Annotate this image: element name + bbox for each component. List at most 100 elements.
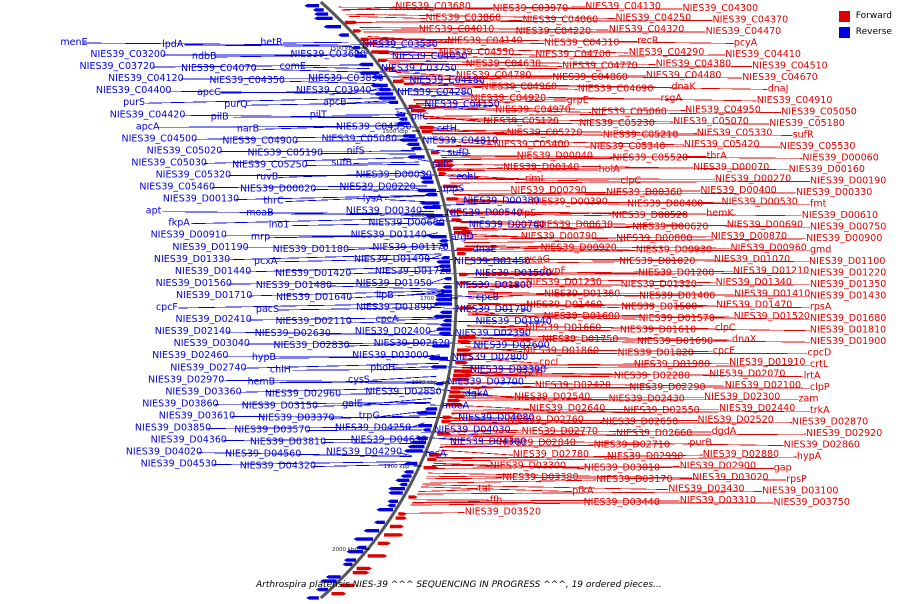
forward-gene-label[interactable]: NIES39_D02540 [514, 392, 590, 403]
reverse-gene-label[interactable]: NIES39_C05190 [247, 147, 323, 158]
reverse-gene-label[interactable]: NIES39_D04030 [434, 424, 510, 435]
reverse-gene-label[interactable]: nifS [347, 145, 365, 156]
forward-gene-label[interactable]: NIES39_D02780 [513, 449, 589, 460]
forward-gene-label[interactable]: NIES39_C05050 [781, 106, 857, 117]
reverse-gene-label[interactable]: NIES39_C03200 [90, 49, 166, 60]
forward-gene-label[interactable]: NIES39_C04970 [495, 104, 571, 115]
forward-gene-label[interactable]: sufR [793, 129, 814, 140]
forward-gene-label[interactable]: NIES39_D00800 [616, 233, 692, 244]
forward-gene-label[interactable]: NIES39_D03380 [502, 472, 578, 483]
forward-gene-label[interactable]: gap [774, 463, 792, 474]
forward-gene-label[interactable]: NIES39_C04220 [516, 26, 592, 37]
forward-gene-label[interactable]: NIES39_D01360 [544, 288, 620, 299]
forward-gene-label[interactable]: gmd [810, 244, 831, 255]
reverse-gene-label[interactable]: NIES39_C04280 [397, 87, 473, 98]
forward-gene-label[interactable]: NIES39_D03170 [596, 474, 672, 485]
forward-gene-label[interactable]: cpcD [807, 348, 831, 359]
reverse-gene-label[interactable]: NIES39_D01890 [356, 302, 432, 313]
reverse-gene-label[interactable]: NIES39_D00380 [463, 196, 539, 207]
reverse-gene-label[interactable]: cobL [456, 172, 479, 183]
forward-gene-label[interactable]: NIES39_D00480 [627, 198, 703, 209]
forward-gene-label[interactable]: NIES39_C04670 [742, 72, 818, 83]
reverse-gene-label[interactable]: hypB [252, 352, 276, 363]
forward-gene-label[interactable]: NIES39_C05060 [591, 106, 667, 117]
forward-gene-label[interactable]: rsgA [661, 93, 683, 104]
reverse-gene-label[interactable]: fkpA [168, 218, 190, 229]
reverse-gene-label[interactable]: NIES39_C04330 [336, 121, 412, 132]
forward-gene-label[interactable]: NIES39_D01860 [523, 346, 599, 357]
reverse-gene-label[interactable]: ino1 [269, 220, 290, 231]
reverse-gene-label[interactable]: NIES39_C04810 [422, 135, 498, 146]
forward-gene-label[interactable]: NIES39_D01070 [714, 254, 790, 265]
forward-gene-label[interactable]: NIES39_C04690 [578, 83, 654, 94]
forward-gene-label[interactable]: trkA [810, 405, 830, 416]
reverse-gene-label[interactable]: sufC [432, 159, 453, 170]
forward-gene-label[interactable]: NIES39_D01900 [810, 336, 886, 347]
forward-gene-label[interactable]: NIES39_D00530 [722, 196, 798, 207]
forward-gene-label[interactable]: NIES39_C05400 [494, 139, 570, 150]
reverse-gene-label[interactable]: moaB [246, 208, 273, 219]
reverse-gene-label[interactable]: cpcA [376, 314, 399, 325]
forward-gene-label[interactable]: NIES39_C04960 [481, 81, 557, 92]
reverse-gene-label[interactable]: NIES39_D02620 [374, 338, 450, 349]
reverse-gene-label[interactable]: narB [237, 123, 259, 134]
reverse-gene-label[interactable]: NIES39_C05020 [147, 145, 223, 156]
forward-gene-label[interactable]: NIES39_D03520 [465, 507, 541, 518]
reverse-gene-label[interactable]: NIES39_D02140 [155, 326, 231, 337]
forward-gene-label[interactable]: NIES39_C04920 [471, 93, 547, 104]
reverse-gene-label[interactable]: comE [280, 61, 306, 72]
reverse-gene-label[interactable]: apcB [323, 97, 347, 108]
reverse-gene-label[interactable]: NIES39_D02400 [355, 326, 431, 337]
reverse-gene-label[interactable]: cpcB [476, 292, 499, 303]
forward-gene-label[interactable]: NIES39_D00060 [802, 152, 878, 163]
reverse-gene-label[interactable]: ruvB [256, 172, 278, 183]
forward-gene-label[interactable]: NIES39_D02070 [709, 369, 785, 380]
reverse-gene-label[interactable]: NIES39_D02970 [148, 374, 224, 385]
forward-gene-label[interactable]: clpS [516, 208, 536, 219]
reverse-gene-label[interactable]: sufD [447, 147, 469, 158]
forward-gene-label[interactable]: NIES39_D01570 [639, 313, 715, 324]
reverse-gene-label[interactable]: NIES39_D00660 [368, 218, 444, 229]
reverse-gene-label[interactable]: NIES39_D01420 [275, 268, 351, 279]
forward-gene-label[interactable]: holA [599, 164, 620, 175]
forward-gene-label[interactable]: NIES39_D00190 [810, 175, 886, 186]
reverse-gene-label[interactable]: NIES39_C04070 [181, 63, 257, 74]
forward-gene-label[interactable]: NIES39_D02100 [725, 380, 801, 391]
reverse-gene-label[interactable]: NIES39_C04500 [122, 133, 198, 144]
forward-gene-label[interactable]: NIES39_C05520 [612, 152, 688, 163]
reverse-gene-label[interactable]: galE [342, 398, 363, 409]
reverse-gene-label[interactable]: lipB [376, 290, 394, 301]
forward-gene-label[interactable]: NIES39_C04300 [682, 3, 758, 14]
reverse-gene-label[interactable]: crtH [437, 123, 457, 134]
forward-gene-label[interactable]: hypA [797, 451, 822, 462]
forward-gene-label[interactable]: NIES39_D03020 [692, 472, 768, 483]
forward-gene-label[interactable]: tal [478, 484, 490, 495]
forward-gene-label[interactable]: rpsA [810, 302, 832, 313]
reverse-gene-label[interactable]: purQ [224, 99, 247, 110]
forward-gene-label[interactable]: NIES39_D01660 [525, 323, 601, 334]
forward-gene-label[interactable]: zam [799, 394, 819, 405]
reverse-gene-label[interactable]: pilB [211, 111, 229, 122]
reverse-gene-label[interactable]: NIES39_D00910 [151, 230, 227, 241]
forward-gene-label[interactable]: NIES39_D00900 [806, 233, 882, 244]
forward-gene-label[interactable]: NIES39_D01680 [810, 313, 886, 324]
forward-gene-label[interactable]: fmt [810, 198, 827, 209]
forward-gene-label[interactable]: lrtA [804, 371, 821, 382]
reverse-gene-label[interactable]: NIES39_D04290 [326, 447, 402, 458]
forward-gene-label[interactable]: NIES39_C04480 [646, 70, 722, 81]
forward-gene-label[interactable]: cpcE [713, 346, 735, 357]
forward-gene-label[interactable]: NIES39_D01220 [810, 267, 886, 278]
forward-gene-label[interactable]: NIES39_D02660 [616, 428, 692, 439]
forward-gene-label[interactable]: NIES39_C04630 [466, 58, 542, 69]
forward-gene-label[interactable]: NIES39_D02640 [529, 403, 605, 414]
reverse-gene-label[interactable]: dgkA [465, 388, 490, 399]
forward-gene-label[interactable]: purB [689, 438, 711, 449]
forward-gene-label[interactable]: NIES39_D02870 [792, 417, 868, 428]
forward-gene-label[interactable]: NIES39_D00690 [727, 219, 803, 230]
forward-gene-label[interactable]: NIES39_D02710 [594, 440, 670, 451]
reverse-gene-label[interactable]: pacS [256, 304, 279, 315]
reverse-gene-label[interactable]: NIES39_C03720 [80, 61, 156, 72]
forward-gene-label[interactable]: NIES39_D00960 [730, 242, 806, 253]
forward-gene-label[interactable]: NIES39_D02550 [623, 405, 699, 416]
reverse-gene-label[interactable]: pcxA [254, 256, 278, 267]
